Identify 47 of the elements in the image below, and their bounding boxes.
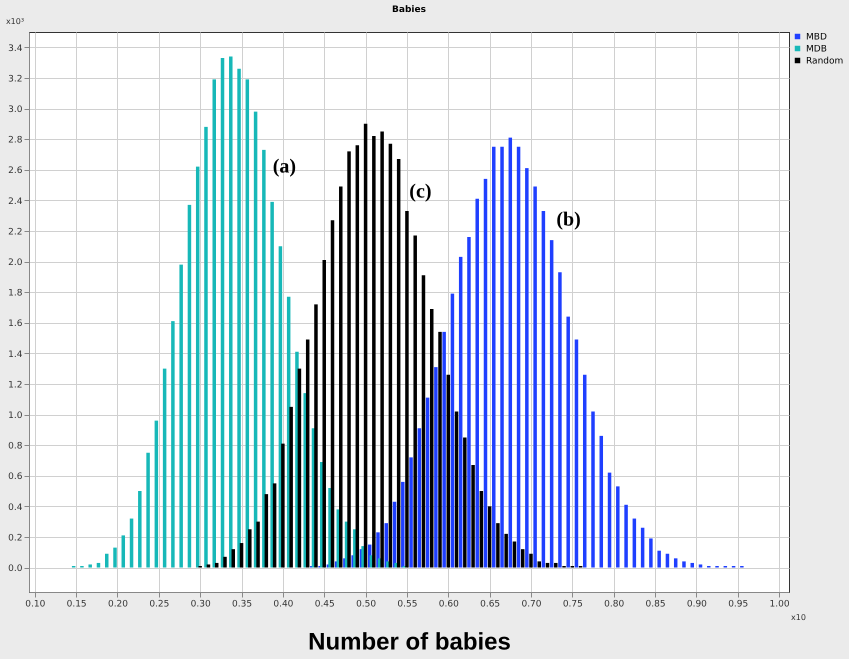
x-tick-label: 0.25: [149, 600, 170, 610]
x-tick-label: 0.70: [521, 600, 542, 610]
y-tick-label: 0.6: [8, 472, 23, 482]
legend-label: MDB: [806, 44, 827, 54]
x-tick-label: 0.45: [314, 600, 335, 610]
text: x10³: [6, 17, 24, 26]
x-tick-label: 0.95: [728, 600, 748, 610]
y-tick-label: 3.0: [8, 105, 23, 116]
y-tick-label: 1.8: [8, 288, 23, 299]
x-tick-label: 0.55: [397, 600, 418, 610]
y-tick-label: 1.4: [8, 350, 23, 360]
y-tick-label: 3.2: [8, 74, 22, 84]
x-tick-label: 0.80: [604, 600, 624, 610]
y-tick-label: 1.2: [8, 380, 22, 390]
y-tick-label: 0.2: [8, 533, 22, 544]
chart-title: Babies: [392, 5, 426, 15]
x-tick-label: 0.35: [232, 600, 252, 610]
y-tick-label: 2.6: [8, 166, 23, 176]
legend-label: MBD: [806, 32, 827, 42]
x-tick-label: 0.75: [562, 600, 583, 610]
x-tick-label: 0.50: [356, 600, 376, 610]
x-axis-title: Number of babies: [308, 628, 511, 656]
annotation: (a): [272, 155, 296, 178]
y-tick-label: 2.8: [8, 136, 23, 146]
annotation: (c): [409, 180, 432, 203]
text: x10: [791, 613, 806, 622]
x-tick-label: 0.60: [438, 600, 460, 610]
annotation: (b): [556, 208, 581, 231]
x-tick-label: 0.30: [190, 600, 211, 610]
x-tick-label: 0.90: [686, 600, 708, 610]
y-tick-label: 1.0: [8, 411, 23, 422]
x-tick-label: 0.15: [66, 600, 87, 610]
x-tick-label: 0.20: [108, 600, 128, 610]
x-tick-label: 0.10: [25, 600, 46, 610]
x-tick-label: 1.00: [770, 600, 790, 610]
y-tick-label: 3.4: [8, 44, 23, 54]
x-tick-label: 0.40: [273, 600, 294, 610]
y-tick-label: 2.0: [8, 258, 23, 268]
y-tick-label: 2.4: [8, 196, 23, 207]
y-tick-label: 0.4: [8, 502, 23, 513]
x-tick-label: 0.65: [480, 600, 500, 610]
y-tick-label: 1.6: [8, 319, 23, 330]
legend-label: Random: [806, 56, 844, 66]
y-tick-label: 2.2: [8, 227, 22, 238]
y-tick-label: 0.8: [8, 442, 23, 452]
y-tick-label: 0.0: [8, 564, 23, 574]
x-tick-label: 0.85: [646, 600, 666, 610]
